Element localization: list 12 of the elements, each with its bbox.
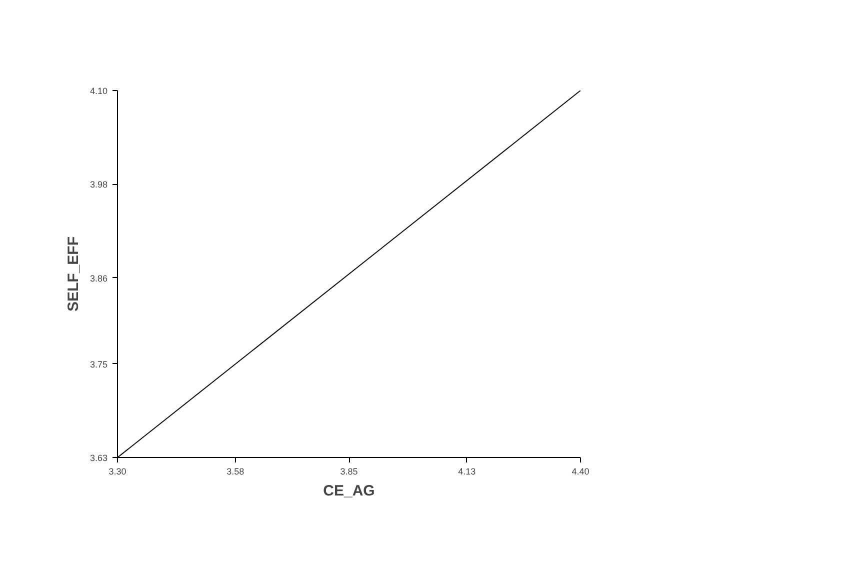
y-tick-label: 3.98: [90, 180, 108, 190]
y-tick-label: 4.10: [90, 86, 108, 96]
y-tick-label: 3.86: [90, 273, 108, 284]
y-tick-label: 3.63: [90, 453, 108, 463]
y-tick-label: 3.75: [90, 359, 108, 370]
x-tick-label: 3.85: [340, 466, 358, 476]
y-axis-title: SELF_EFF: [64, 236, 82, 312]
x-tick-label: 4.40: [572, 466, 590, 476]
x-tick-label: 4.13: [458, 466, 476, 476]
x-axis-title: CE_AG: [323, 482, 375, 500]
x-tick-label: 3.30: [108, 466, 126, 476]
x-tick-label: 3.58: [226, 466, 244, 476]
